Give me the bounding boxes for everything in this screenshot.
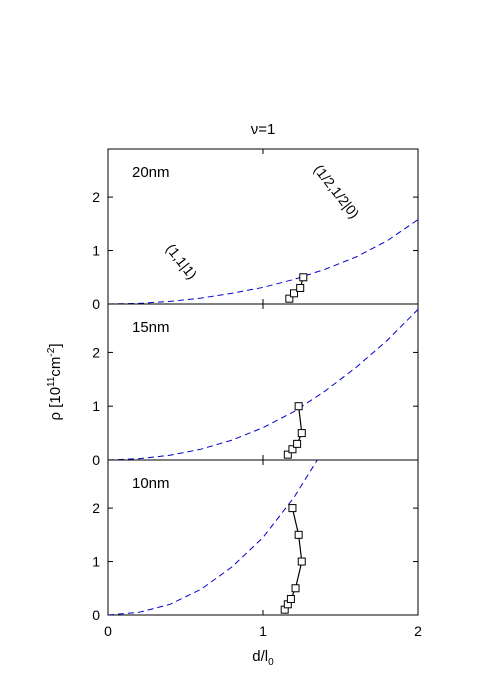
y-axis-label-sup1: 11	[46, 376, 57, 387]
square-marker	[286, 594, 295, 603]
panel-series-group-2	[108, 309, 418, 460]
square-marker	[296, 283, 305, 292]
panel-series-group-3	[108, 460, 318, 615]
y-axis-label-end: ]	[47, 343, 64, 347]
x-axis-label-subscript: 0	[268, 657, 274, 668]
dashed-boundary-line	[108, 219, 418, 304]
square-marker	[283, 450, 292, 459]
panel-label-2: 15nm	[132, 319, 170, 336]
y-axis-label-mid: cm	[47, 357, 64, 377]
y-axis-label-sup2: -2	[46, 347, 57, 356]
y-tick-label: 2	[92, 189, 100, 205]
square-marker	[297, 429, 306, 438]
x-axis-label: d/l0	[252, 648, 274, 668]
y-tick-label: 2	[92, 344, 100, 360]
panels-group: 0 1 2 20nm (1,1|1) (1/2,1/2|0) 0 1 2 15nm 0 1 2 10nm 0…	[92, 148, 422, 639]
x-tick-label: 0	[104, 623, 112, 639]
square-marker	[297, 557, 306, 566]
x-tick-label: 2	[414, 623, 422, 639]
y-tick-label: 1	[92, 243, 100, 259]
y-axis-label: ρ [1011cm-2]	[46, 343, 64, 420]
y-tick-label: 1	[92, 554, 100, 570]
panel-label-3: 10nm	[132, 475, 170, 492]
panel-series-group-1	[108, 219, 418, 304]
phase-annotation: (1,1|1)	[163, 241, 200, 283]
y-tick-label: 1	[92, 398, 100, 414]
chart-title: ν=1	[251, 121, 276, 138]
square-marker	[299, 273, 308, 282]
square-marker	[288, 445, 297, 454]
x-axis-label-main: d/l	[252, 648, 268, 665]
y-tick-label: 0	[92, 452, 100, 468]
square-marker	[294, 402, 303, 411]
dashed-boundary-line	[108, 309, 418, 460]
square-marker	[291, 584, 300, 593]
square-marker	[294, 530, 303, 539]
y-tick-label: 2	[92, 500, 100, 516]
square-marker	[290, 289, 298, 298]
square-marker	[285, 294, 294, 303]
square-marker	[288, 504, 297, 513]
y-axis-label-main: ρ [10	[47, 387, 64, 421]
x-tick-label: 1	[259, 623, 267, 639]
y-tick-label: 0	[92, 296, 100, 312]
square-marker	[293, 439, 302, 448]
dashed-boundary-line	[108, 460, 318, 615]
y-tick-label: 0	[92, 607, 100, 623]
panel-label-1: 20nm	[132, 164, 170, 181]
phase-annotation: (1/2,1/2|0)	[311, 161, 363, 221]
